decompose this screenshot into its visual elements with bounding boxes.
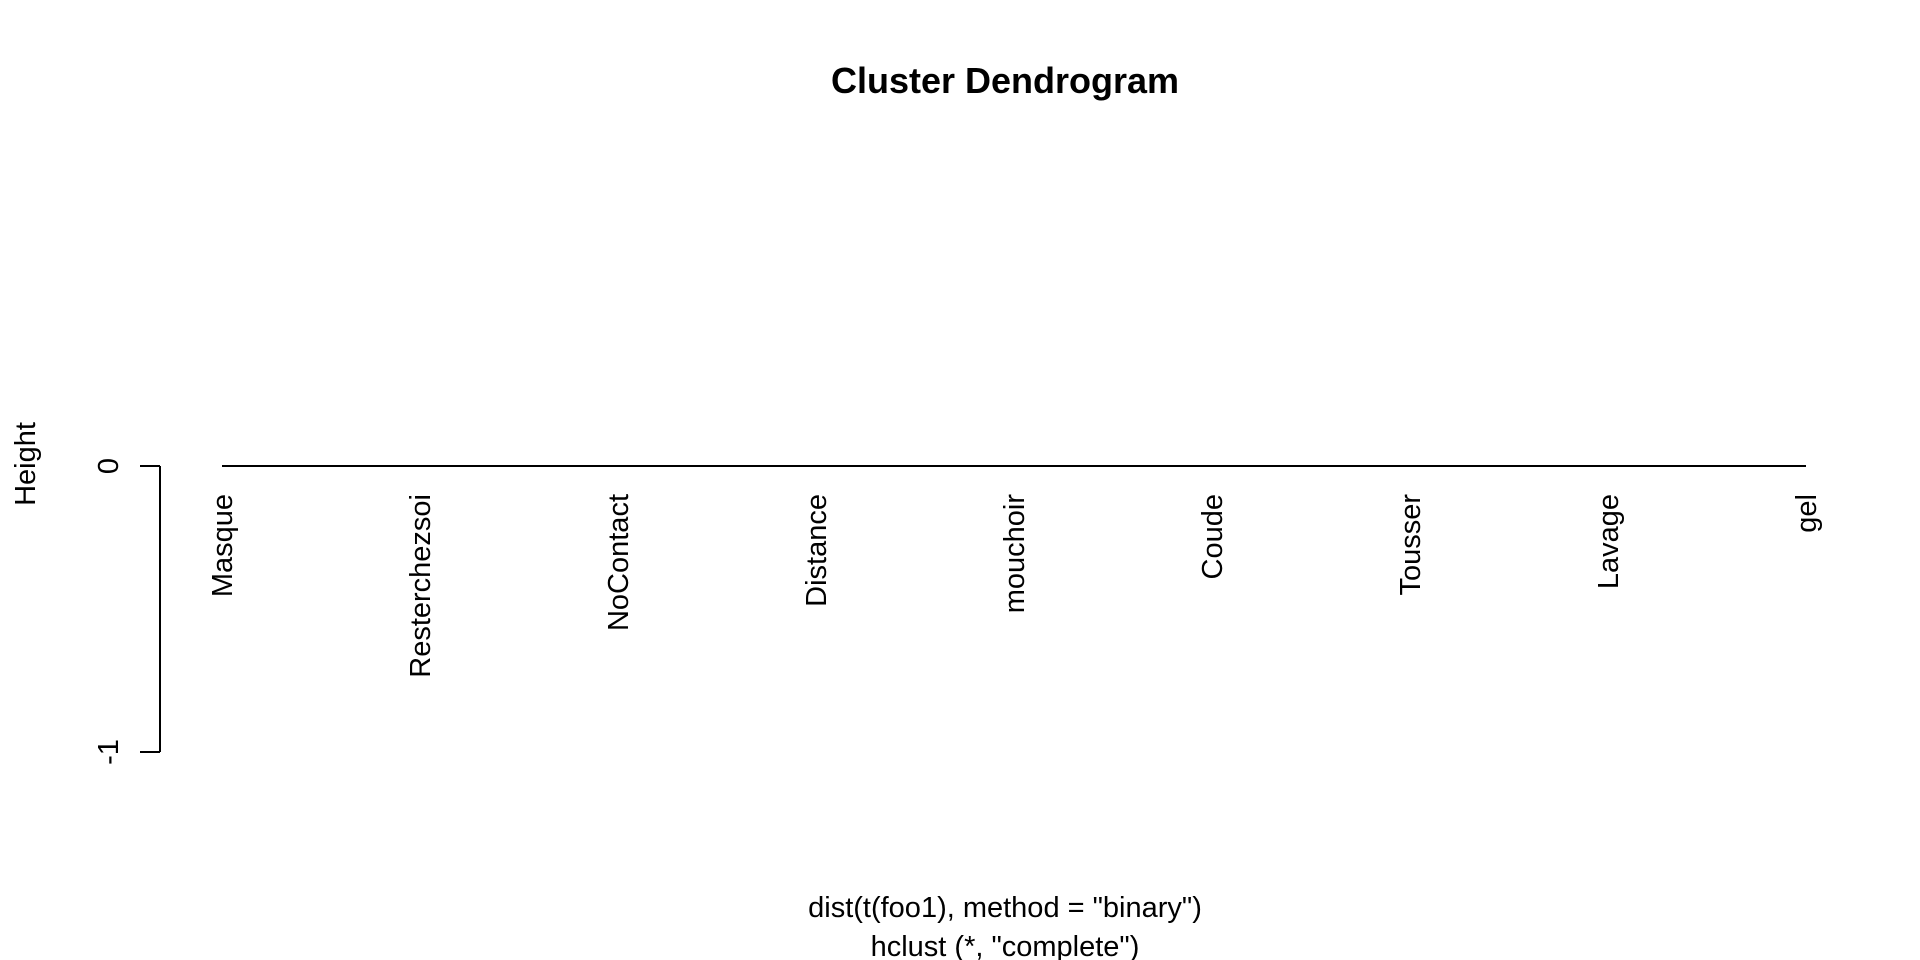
leaf-label: Tousser (1395, 494, 1427, 596)
leaf-labels: Masque Resterchezsoi NoContact Distance mouc… (207, 494, 1823, 678)
x-axis-label-line-2: hclust (*, "complete") (871, 931, 1140, 960)
leaf-label: gel (1791, 494, 1823, 533)
x-axis-label-line-1: dist(t(foo1), method = "binary") (808, 892, 1202, 924)
leaf-label: Coude (1197, 494, 1229, 579)
y-tick-label: 0 (93, 458, 125, 474)
leaf-label: Resterchezsoi (405, 494, 437, 678)
leaf-label: Masque (207, 494, 239, 597)
y-axis-ticks: 0 -1 (93, 458, 160, 765)
y-tick-label: -1 (93, 739, 125, 765)
chart-title: Cluster Dendrogram (831, 60, 1179, 101)
leaf-label: Lavage (1593, 494, 1625, 589)
leaf-label: mouchoir (999, 494, 1031, 614)
y-axis-label: Height (10, 422, 42, 506)
leaf-label: NoContact (603, 494, 635, 631)
leaf-label: Distance (801, 494, 833, 607)
